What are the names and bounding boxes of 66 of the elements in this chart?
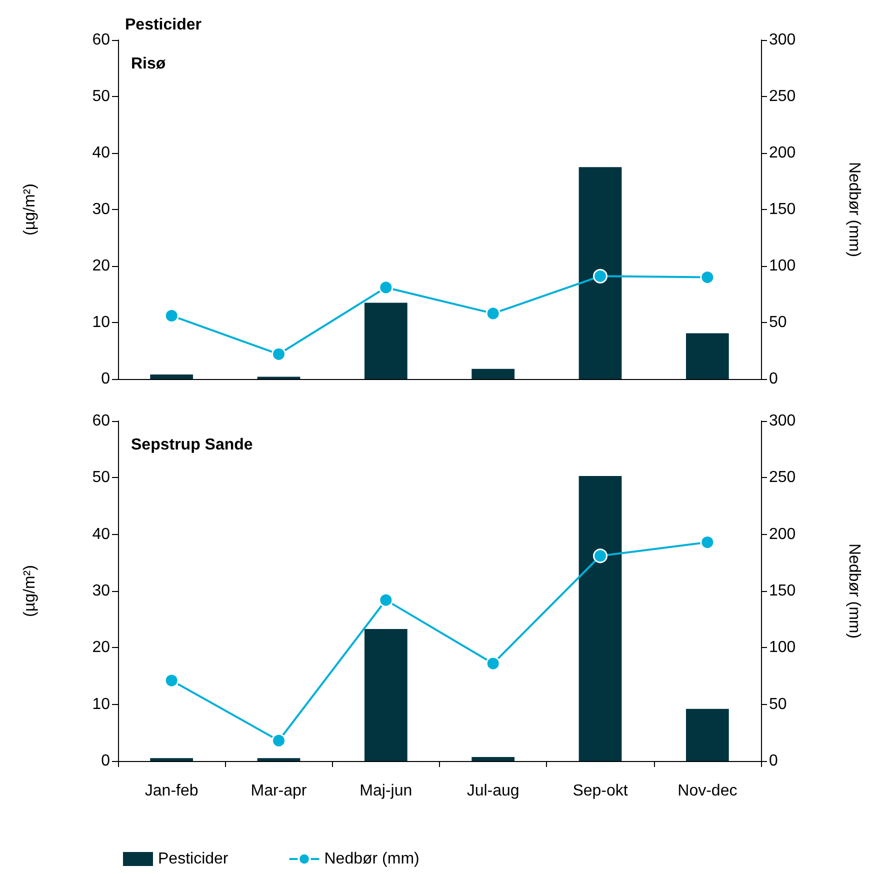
x-tick-label: Mar-apr: [250, 782, 308, 800]
legend-label: Pesticider: [158, 850, 229, 868]
y2-tick-label: 250: [769, 88, 796, 105]
chart-title: Pesticider: [125, 16, 202, 34]
x-tick-label: Jan-feb: [144, 782, 198, 800]
bar: [578, 167, 622, 379]
text: Risø: [131, 56, 166, 72]
y-tick-label: 20: [92, 258, 110, 274]
y2-tick-label: 250: [769, 469, 796, 486]
y2-tick-label: 200: [769, 526, 796, 543]
point: [593, 548, 608, 564]
point: [272, 346, 286, 362]
y2-tick-label: 300: [769, 32, 796, 48]
point: [378, 280, 394, 295]
text: Sepstrup Sande: [131, 436, 253, 454]
y-tick-label: 40: [92, 144, 110, 162]
y-tick-label: 50: [92, 469, 110, 486]
y-tick-label: 0: [101, 752, 110, 770]
x-tick-label: Nov-dec: [678, 782, 738, 800]
y2-tick-label: 100: [769, 639, 796, 656]
y-tick-label: 20: [92, 639, 110, 656]
y-tick-label: 60: [92, 412, 110, 430]
y2-tick-label: 150: [769, 201, 796, 218]
bar: [150, 374, 194, 379]
y-tick-label: 40: [92, 526, 110, 543]
y2-tick-label: 150: [769, 582, 796, 600]
bar: [364, 628, 408, 761]
legend-label: Nedbør (mm): [324, 850, 420, 868]
y2-tick-label: 100: [769, 258, 796, 274]
point: [164, 308, 179, 323]
point: [486, 306, 500, 321]
bar: [472, 368, 515, 379]
bar: [257, 758, 300, 761]
point: [593, 268, 608, 284]
x-tick-label: Jul-aug: [466, 782, 520, 800]
y2-tick-label: 0: [769, 752, 778, 770]
point: [486, 656, 500, 671]
y-tick-label: 30: [92, 582, 110, 600]
y-tick-label: 0: [101, 370, 110, 388]
y-tick-label: 60: [92, 32, 110, 48]
y-tick-label: 50: [92, 88, 110, 105]
y2-axis-title: Nedbør (mm): [846, 543, 862, 639]
x-tick-label: Maj-jun: [360, 782, 412, 800]
bar: [150, 758, 194, 761]
point: [700, 270, 715, 285]
y2-tick-label: 300: [769, 412, 796, 430]
y-tick-label: 30: [92, 201, 110, 218]
y-axis-title: (µg/m²): [22, 565, 38, 617]
bar: [686, 333, 729, 379]
bar: [686, 708, 729, 761]
bar: [578, 476, 622, 761]
y2-tick-label: 200: [769, 144, 796, 162]
x-tick-label: Sep-okt: [572, 782, 628, 800]
y-axis-title: (µg/m²): [22, 184, 38, 236]
bar: [364, 302, 408, 379]
y2-axis-title: Nedbør (mm): [846, 162, 862, 258]
y2-tick-label: 50: [769, 314, 787, 331]
y2-tick-label: 0: [769, 370, 778, 388]
y2-tick-label: 50: [769, 696, 787, 713]
y-tick-label: 10: [92, 696, 110, 713]
bar: [472, 757, 515, 761]
point: [164, 673, 179, 688]
point: [700, 535, 715, 550]
point: [272, 733, 286, 748]
y-tick-label: 10: [92, 314, 110, 331]
point: [378, 592, 394, 608]
